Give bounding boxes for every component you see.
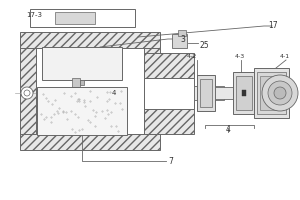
Text: 25: 25 — [200, 40, 210, 49]
Text: 17: 17 — [268, 21, 278, 29]
Bar — [144, 78, 194, 109]
Circle shape — [268, 81, 292, 105]
Text: 4-2: 4-2 — [187, 54, 197, 59]
Bar — [254, 68, 289, 118]
Circle shape — [21, 87, 33, 99]
Text: 4-3: 4-3 — [235, 54, 245, 59]
Bar — [233, 72, 255, 114]
Text: 4-1: 4-1 — [280, 54, 290, 59]
Bar — [194, 86, 224, 100]
Circle shape — [262, 75, 298, 111]
Bar — [236, 76, 252, 110]
Text: 17-3: 17-3 — [26, 12, 42, 18]
Text: 3: 3 — [180, 36, 185, 45]
Bar — [20, 134, 160, 150]
Text: 4: 4 — [112, 90, 116, 96]
Bar — [197, 75, 215, 111]
Bar — [178, 30, 186, 36]
Bar — [200, 79, 212, 107]
Bar — [144, 53, 194, 78]
Bar — [172, 34, 187, 48]
Bar — [20, 48, 36, 134]
Bar — [242, 90, 246, 96]
Text: 4: 4 — [226, 125, 230, 134]
Circle shape — [24, 90, 30, 96]
Bar — [36, 48, 144, 134]
Bar — [257, 72, 286, 114]
Bar — [20, 32, 160, 48]
Bar — [37, 87, 127, 135]
Text: 7: 7 — [168, 158, 173, 166]
Bar — [215, 87, 235, 99]
Bar — [260, 76, 283, 110]
Bar — [72, 78, 80, 87]
Bar — [30, 9, 135, 27]
Bar — [144, 109, 194, 134]
Bar — [55, 12, 95, 24]
Bar — [80, 80, 84, 85]
Circle shape — [274, 87, 286, 99]
Bar — [144, 48, 160, 134]
Bar — [42, 47, 122, 80]
